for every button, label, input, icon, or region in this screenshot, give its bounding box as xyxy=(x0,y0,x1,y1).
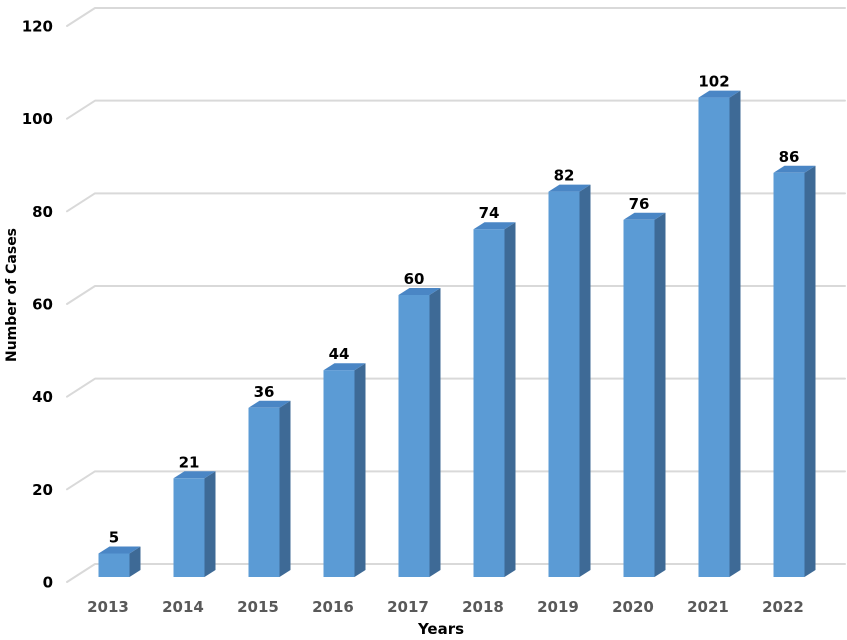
bar-top-face xyxy=(398,288,441,295)
y-tick-label-0: 0 xyxy=(43,574,53,592)
y-tick-label-20: 20 xyxy=(32,481,53,499)
bar-2013 xyxy=(98,546,141,577)
bar-value-label-2018: 74 xyxy=(479,204,500,222)
y-axis-title: Number of Cases xyxy=(4,228,20,362)
bar-value-label-2014: 21 xyxy=(179,453,200,471)
gridlines-layer xyxy=(66,7,846,583)
labels-layer: 0 20 40 60 80 100 120 5 2013 21 2014 36 2015 44 2016 60… xyxy=(22,18,804,617)
bar-front-face xyxy=(773,172,805,578)
bar-front-face xyxy=(698,97,730,577)
bar-front-face xyxy=(248,407,280,577)
y-tick-label-120: 120 xyxy=(22,18,53,36)
bar-front-face xyxy=(398,295,430,577)
y-tick-label-100: 100 xyxy=(22,110,53,128)
bar-front-face xyxy=(98,553,130,577)
bar-top-face xyxy=(623,212,666,220)
bar-2019 xyxy=(548,184,591,577)
bar-side-face xyxy=(354,363,366,577)
gridline-100 xyxy=(66,99,846,120)
bar-2022 xyxy=(773,165,816,578)
x-tick-label-2018: 2018 xyxy=(462,598,504,616)
bar-value-label-2020: 76 xyxy=(629,195,650,213)
bar-2014 xyxy=(173,471,216,577)
bar-side-face xyxy=(279,400,291,577)
bar-value-label-2021: 102 xyxy=(698,73,729,91)
x-tick-label-2014: 2014 xyxy=(162,598,204,616)
gridline-40 xyxy=(66,377,846,398)
bar-side-face xyxy=(654,212,666,578)
x-tick-label-2013: 2013 xyxy=(87,598,129,616)
bar-side-face xyxy=(129,546,141,577)
x-tick-label-2022: 2022 xyxy=(762,598,804,616)
bar-2018 xyxy=(473,222,516,577)
gridline-0 xyxy=(66,563,846,583)
bar-side-face xyxy=(729,90,741,577)
bar-value-label-2015: 36 xyxy=(254,383,275,401)
bar-top-face xyxy=(773,165,816,173)
bar-top-face xyxy=(98,546,141,554)
x-tick-label-2019: 2019 xyxy=(537,598,579,616)
gridline-60 xyxy=(66,285,846,305)
bar-2015 xyxy=(248,400,291,577)
bar-value-label-2017: 60 xyxy=(404,270,425,288)
bar-side-face xyxy=(804,165,816,578)
bar-value-label-2016: 44 xyxy=(329,345,350,363)
bar-front-face xyxy=(548,191,580,577)
gridline-120 xyxy=(66,7,846,27)
y-tick-label-40: 40 xyxy=(32,388,53,406)
x-tick-label-2021: 2021 xyxy=(687,598,729,616)
bar-2016 xyxy=(323,363,366,577)
gridline-80 xyxy=(66,192,846,213)
bar-top-face xyxy=(473,222,516,230)
bar-side-face xyxy=(204,471,216,577)
x-tick-label-2017: 2017 xyxy=(387,598,429,616)
bar-value-label-2022: 86 xyxy=(779,148,800,166)
bar-front-face xyxy=(623,219,655,578)
bar-top-face xyxy=(248,400,291,408)
y-tick-label-60: 60 xyxy=(32,296,53,314)
x-tick-label-2016: 2016 xyxy=(312,598,354,616)
bar-front-face xyxy=(173,478,205,577)
bar-top-face xyxy=(173,471,216,479)
bar-value-label-2013: 5 xyxy=(109,529,119,547)
bar-side-face xyxy=(504,222,516,577)
bar-side-face xyxy=(429,288,441,577)
bar-front-face xyxy=(323,370,355,577)
y-tick-label-80: 80 xyxy=(32,203,53,221)
bar-side-face xyxy=(579,184,591,577)
x-tick-label-2015: 2015 xyxy=(237,598,279,616)
bar-2017 xyxy=(398,288,441,577)
bar-top-face xyxy=(548,184,591,192)
gridline-20 xyxy=(66,470,846,491)
bars-layer xyxy=(98,90,816,578)
x-tick-label-2020: 2020 xyxy=(612,598,654,616)
bar-2021 xyxy=(698,90,741,577)
bar-value-label-2019: 82 xyxy=(554,167,575,185)
bar-front-face xyxy=(473,229,505,577)
bar-2020 xyxy=(623,212,666,578)
bar-top-face xyxy=(698,90,741,98)
bar-top-face xyxy=(323,363,366,371)
x-axis-title: Years xyxy=(417,620,464,638)
